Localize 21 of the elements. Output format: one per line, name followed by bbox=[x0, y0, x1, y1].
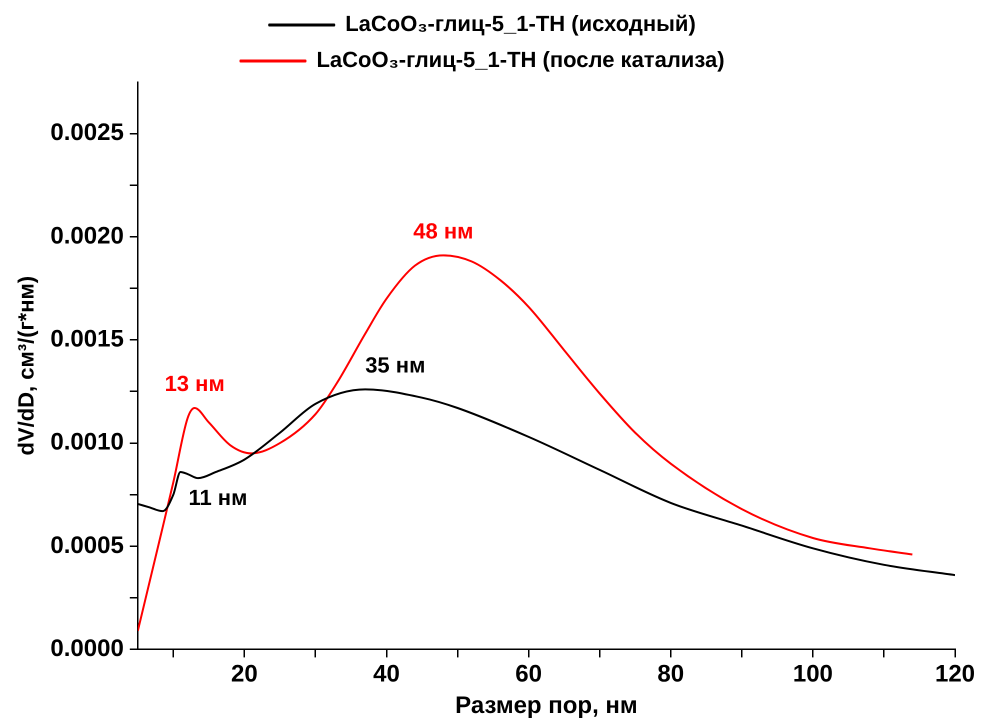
y-tick-label: 0.0015 bbox=[50, 326, 124, 353]
y-tick-label: 0.0000 bbox=[50, 635, 124, 662]
annotation: 13 нм bbox=[164, 371, 225, 396]
x-tick-label: 80 bbox=[657, 660, 684, 688]
y-tick-label: 0.0010 bbox=[50, 428, 124, 456]
y-axis-title: dV/dD, см³/(г*нм) bbox=[13, 276, 38, 456]
legend-label: LaCoO₃-глиц-5_1-TH (после катализа) bbox=[316, 47, 725, 72]
annotation: 11 нм bbox=[188, 485, 248, 510]
x-tick-label: 20 bbox=[231, 660, 258, 688]
x-axis-title: Размер пор, нм bbox=[455, 692, 638, 720]
y-tick-label: 0.0025 bbox=[50, 119, 124, 146]
x-tick-label: 100 bbox=[792, 660, 833, 688]
annotation: 48 нм bbox=[413, 218, 474, 244]
x-tick-label: 40 bbox=[373, 660, 400, 688]
x-tick-label: 120 bbox=[934, 660, 976, 688]
annotation: 35 нм bbox=[365, 352, 426, 378]
line-series bbox=[138, 254, 914, 632]
x-tick-label: 60 bbox=[515, 660, 542, 688]
legend-label: LaCoO₃-глиц-5_1-TH (исходный) bbox=[345, 11, 696, 36]
y-tick-label: 0.0020 bbox=[50, 222, 124, 250]
y-tick-label: 0.0005 bbox=[50, 532, 124, 559]
